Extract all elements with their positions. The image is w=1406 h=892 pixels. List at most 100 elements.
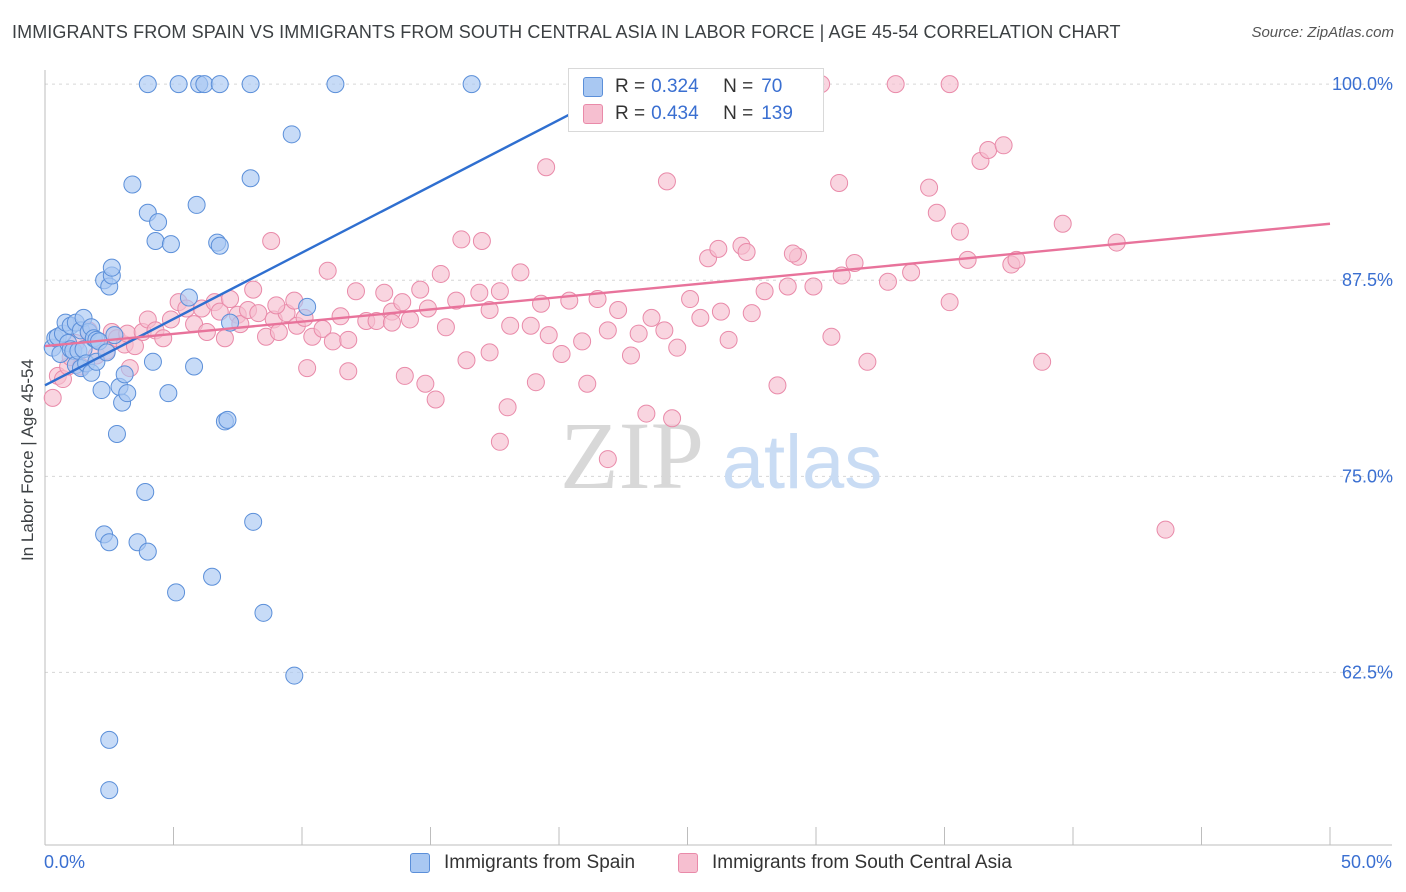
asia-point	[742, 304, 761, 323]
asia-point	[994, 136, 1013, 155]
spain-point	[138, 75, 157, 94]
asia-point	[598, 450, 617, 469]
asia-point	[621, 346, 640, 365]
spain-point	[167, 583, 186, 602]
spain-point	[203, 567, 222, 586]
spain-point	[161, 235, 180, 254]
asia-point	[642, 308, 661, 327]
x-tick-label-min: 0.0%	[44, 852, 86, 872]
asia-point	[298, 359, 317, 378]
series-legend: Immigrants from Spain Immigrants from So…	[0, 852, 1406, 878]
asia-point	[902, 263, 921, 282]
legend-n-value-spain: 70	[761, 76, 783, 97]
asia-point	[339, 330, 358, 349]
asia-point	[470, 283, 489, 302]
spain-point	[241, 169, 260, 188]
spain-point	[326, 75, 345, 94]
legend-row-asia: R = 0.434 N = 139	[583, 102, 793, 126]
series-legend-asia[interactable]: Immigrants from South Central Asia	[678, 852, 1012, 874]
spain-point	[210, 75, 229, 94]
spain-point	[195, 75, 214, 94]
asia-point	[668, 338, 687, 357]
asia-point	[393, 293, 412, 312]
legend-r-value-spain: 0.324	[651, 76, 699, 97]
asia-point	[382, 313, 401, 332]
asia-point	[1007, 250, 1026, 269]
watermark-atlas: atlas	[722, 420, 883, 505]
asia-point	[629, 324, 648, 343]
asia-point	[498, 398, 517, 417]
spain-point	[221, 313, 240, 332]
asia-point	[655, 321, 674, 340]
asia-point	[940, 293, 959, 312]
asia-point	[447, 291, 466, 310]
asia-point	[927, 203, 946, 222]
axes	[44, 70, 1392, 846]
asia-point	[411, 280, 430, 299]
asia-point	[490, 432, 509, 451]
asia-point	[578, 374, 597, 393]
asia-trend-line	[44, 222, 1331, 348]
spain-point	[159, 384, 178, 403]
asia-point	[1033, 352, 1052, 371]
asia-point	[711, 302, 730, 321]
asia-point	[249, 304, 268, 323]
asia-point	[480, 343, 499, 362]
spain-point	[118, 384, 137, 403]
asia-point	[886, 75, 905, 94]
asia-point	[262, 232, 281, 251]
legend-r-label: R =	[615, 76, 646, 97]
spain-point	[254, 603, 273, 622]
asia-point	[804, 277, 823, 296]
asia-point	[395, 366, 414, 385]
asia-point	[768, 376, 787, 395]
asia-point	[1053, 214, 1072, 233]
stats-legend: R = 0.324 N = 70 R = 0.434 N = 139	[568, 68, 824, 132]
asia-point	[521, 316, 540, 335]
y-tick-label: 62.5%	[1342, 662, 1393, 682]
asia-point	[339, 362, 358, 381]
spain-point	[123, 175, 142, 194]
asia-point	[480, 301, 499, 320]
asia-point	[43, 388, 62, 407]
spain-point	[210, 236, 229, 255]
asia-point	[426, 390, 445, 409]
series-legend-spain[interactable]: Immigrants from Spain	[410, 852, 635, 874]
spain-point	[143, 352, 162, 371]
spain-point	[136, 483, 155, 502]
series-spain-points	[43, 75, 481, 800]
asia-point	[431, 264, 450, 283]
x-tick-label-max: 50.0%	[1340, 852, 1392, 872]
spain-point	[298, 297, 317, 316]
asia-point	[526, 373, 545, 392]
asia-point	[755, 282, 774, 301]
asia-point	[691, 308, 710, 327]
spain-point	[146, 232, 165, 251]
legend-r-value-asia: 0.434	[651, 103, 699, 124]
asia-point	[215, 329, 234, 348]
spain-point	[218, 410, 237, 429]
asia-point	[830, 173, 849, 192]
series-asia-points	[43, 75, 1175, 539]
asia-point	[537, 158, 556, 177]
spain-point	[107, 424, 126, 443]
spain-point	[100, 730, 119, 749]
spain-point	[187, 195, 206, 214]
trend-lines	[44, 83, 1331, 387]
asia-point	[323, 332, 342, 351]
spain-point	[100, 781, 119, 800]
asia-point	[719, 330, 738, 349]
y-tick-label: 75.0%	[1342, 466, 1393, 486]
asia-point	[858, 352, 877, 371]
watermark-zip: ZIP	[560, 402, 704, 509]
spain-point	[115, 365, 134, 384]
asia-point	[845, 253, 864, 272]
y-axis-label: In Labor Force | Age 45-54	[18, 359, 37, 561]
asia-point	[573, 332, 592, 351]
asia-point	[416, 374, 435, 393]
legend-row-spain: R = 0.324 N = 70	[583, 75, 782, 99]
source-label: Source: ZipAtlas.com	[1251, 24, 1394, 41]
asia-point	[878, 272, 897, 291]
asia-point	[472, 232, 491, 251]
